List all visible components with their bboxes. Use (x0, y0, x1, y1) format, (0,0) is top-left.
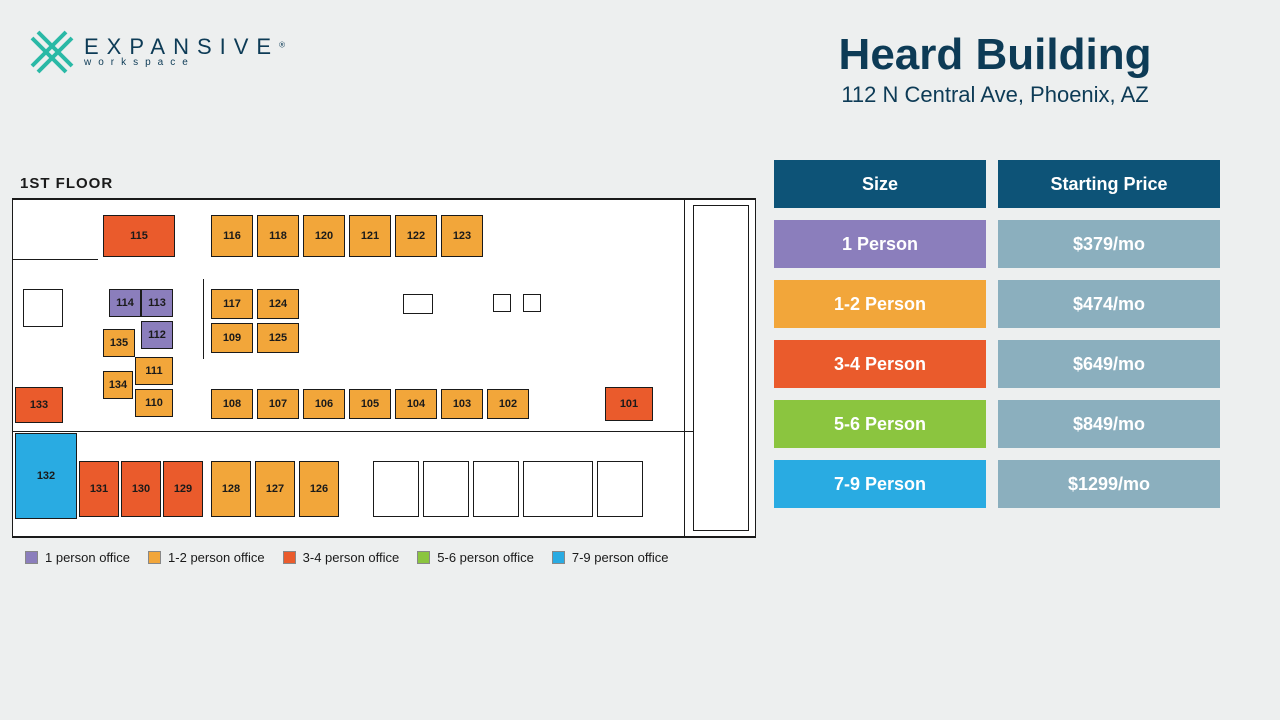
room-134: 134 (103, 371, 133, 399)
room-130: 130 (121, 461, 161, 517)
pricing-price-cell: $849/mo (998, 400, 1220, 448)
room-116: 116 (211, 215, 253, 257)
room-105: 105 (349, 389, 391, 419)
room-106: 106 (303, 389, 345, 419)
pricing-size-cell: 5-6 Person (774, 400, 986, 448)
legend-label: 5-6 person office (437, 550, 534, 565)
floor-plan: 1151161181201211221231141131171241121351… (12, 198, 756, 538)
room-131: 131 (79, 461, 119, 517)
legend-label: 3-4 person office (303, 550, 400, 565)
legend: 1 person office 1-2 person office 3-4 pers… (25, 550, 668, 565)
legend-label: 1 person office (45, 550, 130, 565)
legend-label: 7-9 person office (572, 550, 669, 565)
legend-swatch-icon (417, 551, 430, 564)
pricing-row: 3-4 Person$649/mo (774, 340, 1222, 388)
room-120: 120 (303, 215, 345, 257)
legend-swatch-icon (283, 551, 296, 564)
pricing-price-cell: $649/mo (998, 340, 1220, 388)
room-103: 103 (441, 389, 483, 419)
room-113: 113 (141, 289, 173, 317)
room-114: 114 (109, 289, 141, 317)
registered-icon: ® (279, 41, 285, 50)
room-118: 118 (257, 215, 299, 257)
room-111: 111 (135, 357, 173, 385)
room-133: 133 (15, 387, 63, 423)
legend-item: 3-4 person office (283, 550, 400, 565)
pricing-size-cell: 3-4 Person (774, 340, 986, 388)
legend-swatch-icon (552, 551, 565, 564)
pricing-size-cell: 1-2 Person (774, 280, 986, 328)
room-123: 123 (441, 215, 483, 257)
building-address: 112 N Central Ave, Phoenix, AZ (770, 82, 1220, 108)
pricing-price-cell: $1299/mo (998, 460, 1220, 508)
pricing-header-price: Starting Price (998, 160, 1220, 208)
pricing-header-row: Size Starting Price (774, 160, 1222, 208)
legend-swatch-icon (25, 551, 38, 564)
room-108: 108 (211, 389, 253, 419)
building-header: Heard Building 112 N Central Ave, Phoeni… (770, 30, 1220, 108)
room-126: 126 (299, 461, 339, 517)
legend-label: 1-2 person office (168, 550, 265, 565)
building-title: Heard Building (770, 30, 1220, 80)
pricing-price-cell: $379/mo (998, 220, 1220, 268)
room-127: 127 (255, 461, 295, 517)
floor-label: 1ST FLOOR (20, 175, 113, 192)
legend-item: 5-6 person office (417, 550, 534, 565)
legend-swatch-icon (148, 551, 161, 564)
room-135: 135 (103, 329, 135, 357)
pricing-size-cell: 1 Person (774, 220, 986, 268)
room-112: 112 (141, 321, 173, 349)
room-122: 122 (395, 215, 437, 257)
brand-logo: EXPANSIVE® workspace (30, 30, 285, 74)
legend-item: 1 person office (25, 550, 130, 565)
room-117: 117 (211, 289, 253, 319)
room-115: 115 (103, 215, 175, 257)
room-121: 121 (349, 215, 391, 257)
room-124: 124 (257, 289, 299, 319)
room-101: 101 (605, 387, 653, 421)
room-109: 109 (211, 323, 253, 353)
pricing-row: 1 Person$379/mo (774, 220, 1222, 268)
room-104: 104 (395, 389, 437, 419)
pricing-table: Size Starting Price 1 Person$379/mo1-2 P… (774, 160, 1222, 520)
pricing-header-size: Size (774, 160, 986, 208)
brand-name: EXPANSIVE (84, 34, 279, 59)
pricing-row: 5-6 Person$849/mo (774, 400, 1222, 448)
room-129: 129 (163, 461, 203, 517)
room-102: 102 (487, 389, 529, 419)
room-107: 107 (257, 389, 299, 419)
legend-item: 7-9 person office (552, 550, 669, 565)
logo-mark-icon (30, 30, 74, 74)
room-110: 110 (135, 389, 173, 417)
room-125: 125 (257, 323, 299, 353)
pricing-row: 7-9 Person$1299/mo (774, 460, 1222, 508)
pricing-size-cell: 7-9 Person (774, 460, 986, 508)
legend-item: 1-2 person office (148, 550, 265, 565)
pricing-price-cell: $474/mo (998, 280, 1220, 328)
room-128: 128 (211, 461, 251, 517)
brand-subtitle: workspace (84, 58, 285, 68)
pricing-row: 1-2 Person$474/mo (774, 280, 1222, 328)
room-132: 132 (15, 433, 77, 519)
logo-text: EXPANSIVE® workspace (84, 36, 285, 68)
